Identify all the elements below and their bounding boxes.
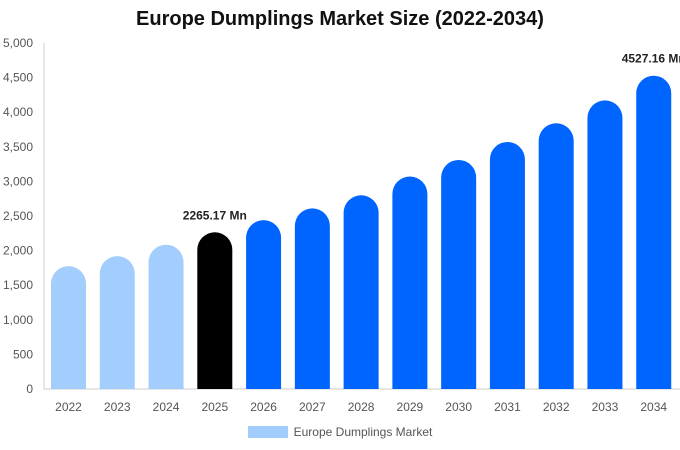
y-tick-label: 4,000 xyxy=(3,105,33,119)
data-label: 4527.16 Mn xyxy=(622,52,680,66)
bar-2025[interactable] xyxy=(197,232,233,389)
bar-2033[interactable] xyxy=(587,100,623,389)
bar-2022[interactable] xyxy=(51,266,86,389)
y-tick-label: 0 xyxy=(26,382,33,396)
bar-2030[interactable] xyxy=(441,159,477,389)
x-tick-label: 2025 xyxy=(201,400,228,414)
bar-2034[interactable] xyxy=(636,75,672,390)
bar-2028[interactable] xyxy=(343,195,379,389)
data-labels: 2265.17 Mn 4527.16 Mn xyxy=(183,52,680,223)
y-tick-label: 2,000 xyxy=(3,244,33,258)
x-tick-label: 2031 xyxy=(494,400,521,414)
bar-2029[interactable] xyxy=(392,176,428,389)
bar-2024[interactable] xyxy=(148,244,184,389)
bar-2031[interactable] xyxy=(489,141,525,389)
y-axis: 0 500 1,000 1,500 2,000 2,500 3,000 3,500 4,000 4… xyxy=(3,36,45,396)
y-tick-label: 500 xyxy=(13,347,33,361)
x-tick-label: 2029 xyxy=(397,400,424,414)
x-tick-label: 2033 xyxy=(592,400,619,414)
x-tick-label: 2023 xyxy=(104,400,131,414)
y-tick-label: 1,500 xyxy=(3,278,33,292)
legend[interactable]: Europe Dumplings Market xyxy=(0,425,680,439)
x-tick-label: 2026 xyxy=(250,400,277,414)
y-tick-label: 2,500 xyxy=(3,209,33,223)
bar-2023[interactable] xyxy=(99,256,135,389)
x-axis: 2022 2023 2024 2025 2026 2027 2028 2029 2030 2031… xyxy=(44,388,680,414)
bars xyxy=(51,75,672,390)
y-tick-label: 3,500 xyxy=(3,140,33,154)
x-tick-label: 2024 xyxy=(153,400,180,414)
legend-swatch xyxy=(247,426,288,438)
bar-2027[interactable] xyxy=(294,208,330,389)
bar-2032[interactable] xyxy=(538,123,574,389)
y-tick-label: 1,000 xyxy=(3,313,33,327)
legend-label: Europe Dumplings Market xyxy=(293,425,433,439)
data-label: 2265.17 Mn xyxy=(183,208,247,222)
x-tick-label: 2028 xyxy=(348,400,375,414)
y-tick-label: 5,000 xyxy=(3,36,33,50)
x-tick-label: 2034 xyxy=(640,400,667,414)
chart-title: Europe Dumplings Market Size (2022-2034) xyxy=(136,8,544,30)
x-tick-label: 2030 xyxy=(445,400,472,414)
y-tick-label: 4,500 xyxy=(3,71,33,85)
y-tick-label: 3,000 xyxy=(3,174,33,188)
x-tick-label: 2027 xyxy=(299,400,326,414)
x-tick-label: 2032 xyxy=(543,400,570,414)
bar-2026[interactable] xyxy=(246,220,282,389)
x-tick-label: 2022 xyxy=(55,400,82,414)
